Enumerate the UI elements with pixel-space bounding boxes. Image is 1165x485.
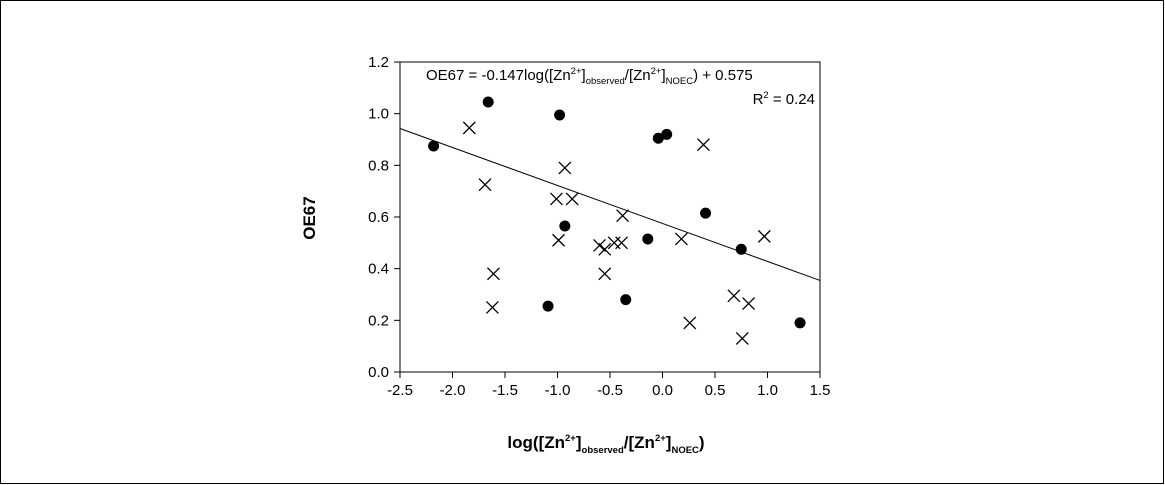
cross-point (674, 232, 688, 246)
circle-point (428, 140, 440, 152)
circle-point (794, 317, 806, 329)
y-tick-label: 0.8 (368, 157, 389, 174)
x-tick-label: -2.0 (440, 382, 466, 399)
cross-point (598, 242, 612, 256)
circle-point (620, 294, 632, 306)
cross-point (742, 297, 756, 311)
x-tick-label: 1.5 (810, 382, 831, 399)
axis-ticks (394, 61, 821, 378)
y-tick-label: 0.6 (368, 209, 389, 226)
cross-point (615, 236, 629, 250)
y-tick-label: 1.2 (368, 54, 389, 71)
cross-point (598, 267, 612, 281)
cross-point (478, 178, 492, 192)
tick-labels: -2.5 -2.0 -1.5 -1.0 -0.5 0.0 0.5 1.0 1.5 0.0 0.2 0.… (368, 54, 830, 399)
x-tick-label: -1.5 (492, 382, 518, 399)
cross-point (607, 236, 621, 250)
cross-point (552, 233, 566, 247)
cross-point (616, 209, 630, 223)
x-tick-label: -1.0 (545, 382, 571, 399)
circle-point (542, 300, 554, 312)
y-tick-label: 0.0 (368, 364, 389, 381)
cross-point (485, 300, 499, 314)
cross-point (565, 192, 579, 206)
x-axis-title: log([Zn2+]observed/[Zn2+]NOEC) (507, 433, 704, 456)
x-tick-label: 0.0 (652, 382, 673, 399)
x-tick-label: 1.0 (757, 382, 778, 399)
cross-point (727, 289, 741, 303)
cross-point (696, 138, 710, 152)
cross-point (683, 316, 697, 330)
circle-point (652, 132, 664, 144)
plot-area (399, 61, 821, 373)
x-tick-label: -2.5 (387, 382, 413, 399)
y-tick-label: 1.0 (368, 106, 389, 123)
y-axis-title: OE67 (300, 196, 319, 239)
cross-point (735, 331, 749, 345)
regression-equation: OE67 = -0.147log([Zn2+]observed/[Zn2+]NO… (426, 66, 753, 87)
r-squared-label: R2 = 0.24 (753, 90, 815, 108)
cross-point (549, 192, 563, 206)
data-points (428, 96, 806, 345)
circle-point (559, 220, 571, 232)
y-tick-label: 0.4 (368, 261, 389, 278)
circle-point (735, 243, 747, 255)
cross-point (462, 121, 476, 135)
y-tick-label: 0.2 (368, 312, 389, 329)
cross-point (757, 229, 771, 243)
x-tick-label: 0.5 (705, 382, 726, 399)
circle-point (700, 207, 712, 219)
circle-point (554, 109, 566, 121)
cross-point (486, 267, 500, 281)
circle-point (642, 233, 654, 245)
circle-point (482, 96, 494, 108)
regression-line (399, 128, 821, 281)
cross-point (558, 161, 572, 175)
x-tick-label: -0.5 (597, 382, 623, 399)
circle-point (661, 128, 673, 140)
cross-point (593, 238, 606, 252)
